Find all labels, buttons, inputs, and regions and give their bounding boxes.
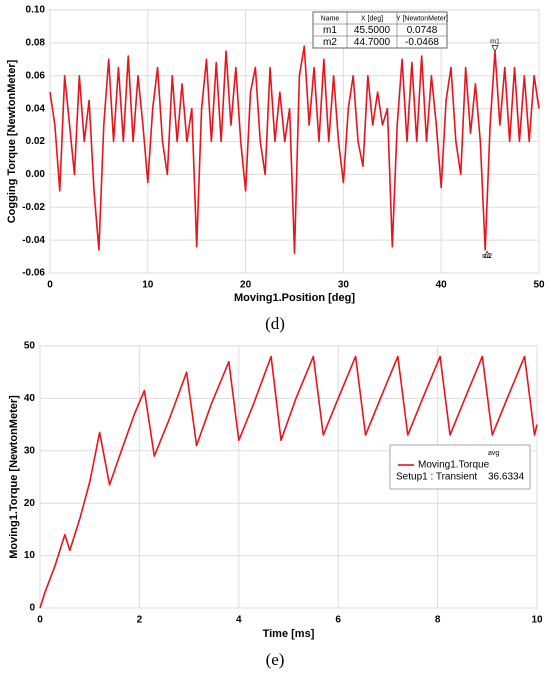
x-tick-label: 2 bbox=[137, 615, 143, 626]
legend-setup: Setup1 : Transient bbox=[396, 472, 477, 483]
y-axis-label: Moving1.Torque [NewtonMeter] bbox=[8, 395, 20, 559]
marker bbox=[483, 250, 491, 258]
marker bbox=[491, 45, 499, 53]
table-text: -0.0468 bbox=[405, 37, 439, 48]
table-text: 0.0748 bbox=[407, 25, 438, 36]
y-tick-label: -0.02 bbox=[22, 202, 45, 213]
data-line bbox=[49, 45, 540, 255]
y-tick-label: 0.00 bbox=[26, 169, 46, 180]
x-tick-label: 4 bbox=[236, 615, 242, 626]
legend bbox=[389, 444, 531, 490]
y-tick-label: 0.06 bbox=[26, 70, 46, 81]
table-text: Name bbox=[321, 15, 340, 22]
y-tick-label: 50 bbox=[24, 341, 36, 352]
x-tick-label: 8 bbox=[435, 615, 441, 626]
marker-label: m2 bbox=[482, 253, 492, 260]
x-tick-label: 10 bbox=[531, 615, 543, 626]
y-tick-label: 0.10 bbox=[26, 5, 46, 16]
table-text: m2 bbox=[323, 37, 337, 48]
x-tick-label: 50 bbox=[533, 280, 545, 291]
x-tick-label: 10 bbox=[142, 280, 154, 291]
legend-avg: 36.6334 bbox=[488, 472, 525, 483]
data-line bbox=[39, 355, 538, 609]
table-text: X [deg] bbox=[361, 15, 383, 22]
y-tick-label: 0.08 bbox=[26, 38, 46, 49]
y-tick-label: 40 bbox=[24, 393, 36, 404]
x-axis-label: Moving1.Position [deg] bbox=[234, 292, 355, 304]
x-axis-label: Time [ms] bbox=[263, 628, 315, 640]
y-tick-label: 20 bbox=[24, 498, 36, 509]
y-tick-label: -0.04 bbox=[22, 235, 45, 246]
y-tick-label: 0.02 bbox=[26, 136, 46, 147]
table-cell bbox=[396, 35, 448, 49]
y-tick-label: 30 bbox=[24, 445, 36, 456]
table-text: 45.5000 bbox=[354, 25, 391, 36]
legend-entry: Moving1.Torque bbox=[418, 460, 490, 471]
y-tick-label: 0.04 bbox=[26, 103, 46, 114]
x-tick-label: 0 bbox=[47, 280, 53, 291]
legend-header: avg bbox=[488, 450, 499, 457]
x-tick-label: 0 bbox=[37, 615, 43, 626]
table-text: Y [NewtonMeter] bbox=[396, 15, 448, 22]
caption: (e) bbox=[266, 650, 285, 669]
y-tick-label: -0.06 bbox=[22, 268, 45, 279]
y-axis-label: Cogging Torque [NewtonMeter] bbox=[6, 59, 18, 223]
x-tick-label: 20 bbox=[240, 280, 252, 291]
y-tick-label: 0 bbox=[29, 603, 35, 614]
x-tick-label: 40 bbox=[436, 280, 448, 291]
x-tick-label: 30 bbox=[338, 280, 350, 291]
table-text: m1 bbox=[323, 25, 337, 36]
caption: (d) bbox=[265, 314, 285, 333]
x-tick-label: 6 bbox=[335, 615, 341, 626]
y-tick-label: 10 bbox=[24, 550, 36, 561]
table-text: 44.7000 bbox=[354, 37, 391, 48]
marker-label: m1 bbox=[490, 38, 500, 45]
